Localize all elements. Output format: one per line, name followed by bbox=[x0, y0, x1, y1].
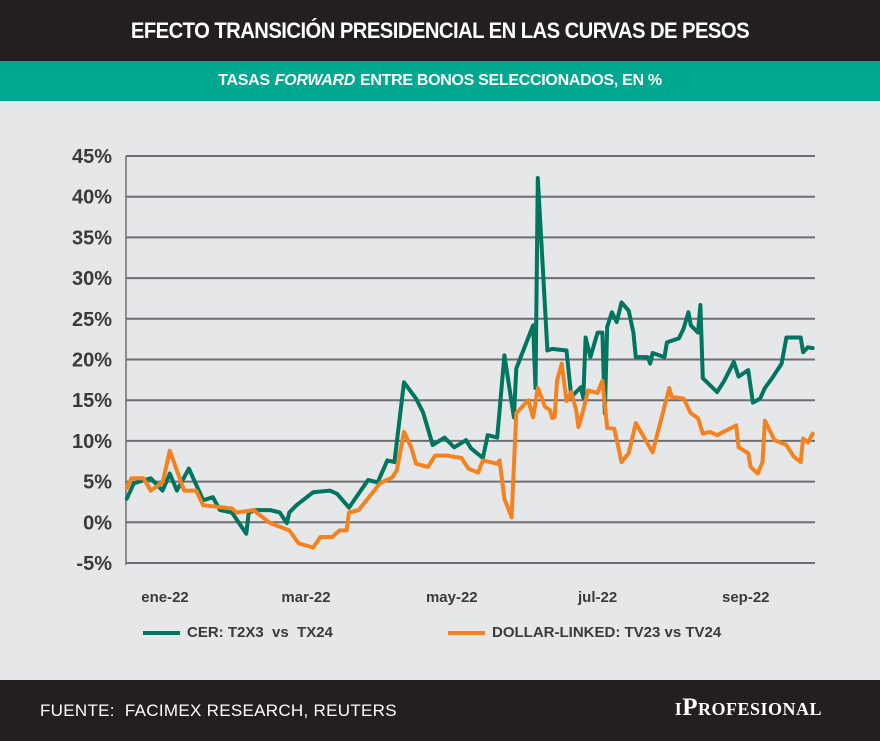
y-tick-label: 0% bbox=[83, 512, 112, 534]
series-line-dollar-linked bbox=[124, 361, 815, 550]
chart-title: EFECTO TRANSICIÓN PRESIDENCIAL EN LAS CU… bbox=[130, 17, 750, 43]
x-tick-label: may-22 bbox=[426, 589, 478, 606]
legend-item-cer: CER: T2X3 vs TX24 bbox=[143, 624, 333, 641]
y-tick-label: 10% bbox=[72, 431, 112, 453]
legend-label-dollar-linked: DOLLAR-LINKED: TV23 vs TV24 bbox=[492, 624, 722, 641]
series-line-cer bbox=[124, 176, 815, 536]
y-tick-label: 15% bbox=[72, 390, 112, 412]
legend-swatch-dollar-linked bbox=[448, 630, 485, 635]
subtitle-post: ENTRE BONOS SELECCIONADOS, EN % bbox=[359, 72, 662, 89]
y-tick-label: 30% bbox=[72, 268, 112, 290]
y-tick-label: -5% bbox=[76, 553, 112, 575]
line-chart: -5% 0% 5% 10% 15% 20% 25% 30% 35% 40% 45% ene-22 ma… bbox=[72, 146, 815, 606]
subtitle-pre: TASAS bbox=[218, 72, 270, 89]
x-tick-label: jul-22 bbox=[577, 589, 617, 606]
y-tick-label: 25% bbox=[72, 309, 112, 331]
title-bar: EFECTO TRANSICIÓN PRESIDENCIAL EN LAS CU… bbox=[0, 0, 880, 61]
footer: FUENTE: FACIMEX RESEARCH, REUTERS iProfe… bbox=[0, 680, 880, 741]
y-tick-label: 35% bbox=[72, 227, 112, 249]
subtitle-emphasis: FORWARD bbox=[274, 72, 356, 89]
legend-swatch-cer bbox=[143, 630, 180, 635]
legend: CER: T2X3 vs TX24 DOLLAR-LINKED: TV23 vs… bbox=[0, 624, 880, 648]
x-tick-label: ene-22 bbox=[141, 589, 189, 606]
legend-item-dollar-linked: DOLLAR-LINKED: TV23 vs TV24 bbox=[448, 624, 721, 641]
x-axis-ticks: ene-22 mar-22 may-22 jul-22 sep-22 bbox=[141, 589, 769, 606]
y-tick-label: 20% bbox=[72, 350, 112, 372]
source-note: FUENTE: FACIMEX RESEARCH, REUTERS bbox=[40, 701, 397, 720]
y-tick-label: 40% bbox=[72, 187, 112, 209]
gridlines bbox=[125, 155, 815, 565]
x-tick-label: sep-22 bbox=[722, 589, 770, 606]
y-axis-ticks: -5% 0% 5% 10% 15% 20% 25% 30% 35% 40% 45% bbox=[72, 146, 112, 575]
series-lines bbox=[124, 176, 815, 550]
y-tick-label: 5% bbox=[83, 472, 112, 494]
x-tick-label: mar-22 bbox=[281, 589, 330, 606]
y-tick-label: 45% bbox=[72, 146, 112, 168]
iprofesional-logo: iProfesional bbox=[674, 694, 822, 721]
legend-label-cer: CER: T2X3 vs TX24 bbox=[187, 624, 333, 641]
subtitle-bar: TASAS FORWARD ENTRE BONOS SELECCIONADOS,… bbox=[0, 61, 880, 101]
